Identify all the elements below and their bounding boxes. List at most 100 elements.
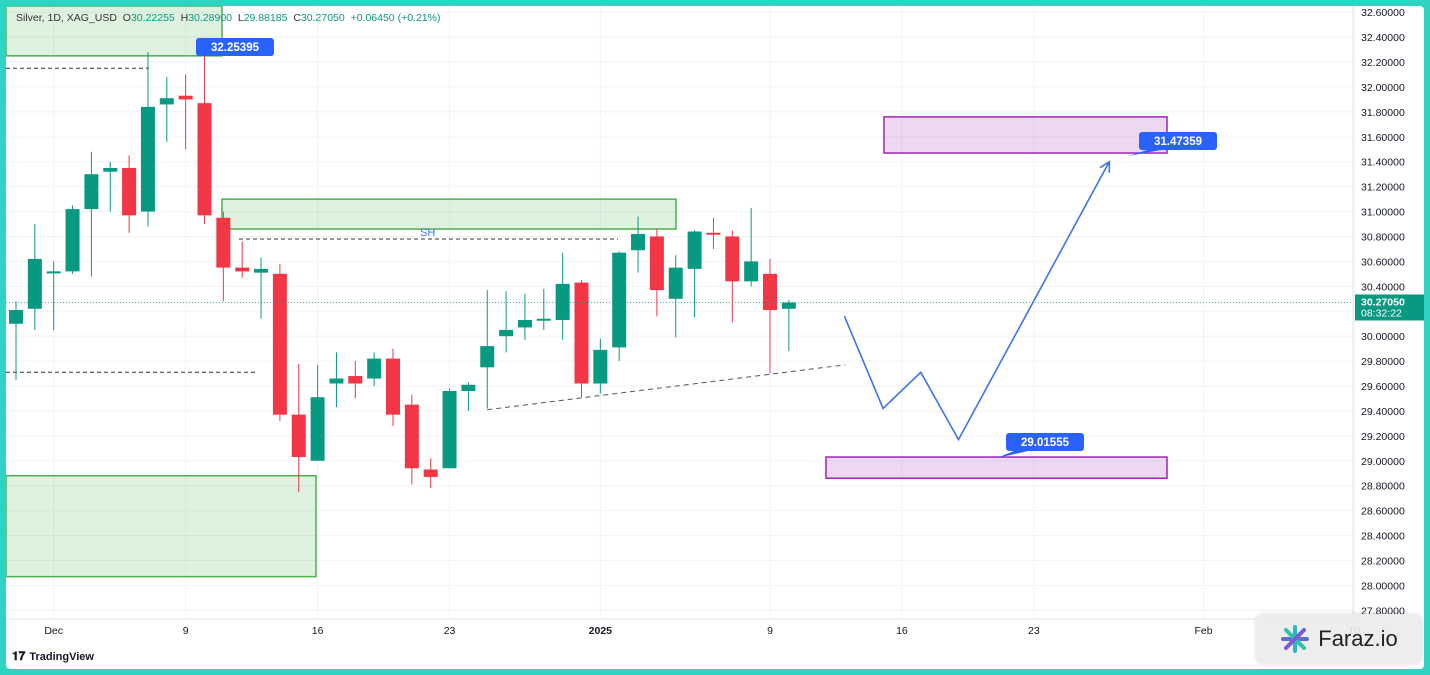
x-tick-label: 16	[312, 625, 324, 637]
tradingview-icon: 𝟏𝟕	[12, 649, 26, 663]
candle-bear	[348, 376, 363, 384]
y-tick-label: 30.40000	[1361, 281, 1405, 293]
y-tick-label: 28.20000	[1361, 555, 1405, 567]
y-tick-label: 30.80000	[1361, 231, 1405, 243]
candle-bull	[612, 252, 627, 348]
candle-bull	[536, 318, 551, 321]
candle-bull	[84, 174, 99, 210]
candle-bull	[781, 302, 796, 309]
x-tick-label: Dec	[44, 625, 63, 637]
candle-bull	[442, 390, 457, 469]
candle-bull	[310, 397, 325, 461]
y-tick-label: 31.20000	[1361, 182, 1405, 194]
chart-header: Silver, 1D, XAG_USD O30.22255 H30.28900 …	[16, 12, 440, 24]
candle-bear	[122, 167, 137, 216]
candle-bull	[555, 283, 570, 320]
x-tick-label: 9	[767, 625, 773, 637]
y-tick-label: 29.00000	[1361, 456, 1405, 468]
y-tick-label: 28.80000	[1361, 481, 1405, 493]
candle-bull	[744, 261, 759, 282]
low-value: 29.88185	[243, 12, 288, 24]
candle-bull	[159, 98, 174, 105]
candle-bull	[461, 384, 476, 391]
candle-bull	[140, 106, 155, 212]
high-value: 30.28900	[188, 12, 232, 24]
callout-label: 32.25395	[211, 42, 260, 54]
y-tick-label: 32.60000	[1361, 7, 1405, 19]
change-value: +0.06450 (+0.21%)	[350, 12, 441, 24]
callout-label: 29.01555	[1021, 437, 1070, 449]
candle-bull	[631, 234, 646, 251]
tradingview-logo[interactable]: 𝟏𝟕 TradingView	[12, 649, 94, 664]
candle-bull	[65, 209, 80, 272]
price-chart[interactable]: SH 32.25395 31.47359 29.01555 32.60000 32.400…	[6, 6, 1424, 669]
candle-bear	[706, 232, 721, 235]
close-value: 30.27050	[300, 12, 345, 24]
callout-box	[196, 38, 274, 56]
y-tick-label: 30.60000	[1361, 256, 1405, 268]
current-price-tag	[1355, 294, 1424, 321]
candle-bull	[668, 267, 683, 299]
callout-label: 31.47359	[1154, 136, 1202, 148]
y-tick-label: 29.20000	[1361, 431, 1405, 443]
watermark-text: Faraz.io	[1318, 626, 1398, 651]
candle-bear	[178, 95, 193, 100]
demand-zone	[6, 474, 317, 578]
candle-bull	[27, 258, 42, 309]
candle-bear	[272, 273, 287, 415]
callout-pointer	[996, 451, 1028, 459]
faraz-logo-icon	[1281, 625, 1310, 653]
callout-box	[1139, 132, 1217, 150]
current-price-value: 30.27050	[1361, 296, 1405, 308]
candle-bull	[517, 319, 532, 328]
candle-bear	[725, 236, 740, 282]
y-tick-label: 30.00000	[1361, 331, 1405, 343]
candle-bull	[480, 346, 495, 368]
x-tick-label: 9	[183, 625, 189, 637]
target-zone	[825, 456, 1168, 479]
open-value: 30.22255	[130, 12, 175, 24]
y-tick-label: 28.00000	[1361, 580, 1405, 592]
candle-bear	[423, 469, 438, 477]
y-tick-label: 32.00000	[1361, 82, 1405, 94]
countdown-timer: 08:32:22	[1361, 307, 1402, 319]
projection-arrowhead	[1099, 160, 1111, 173]
candle-bull	[593, 349, 608, 384]
candle-bull	[499, 329, 514, 337]
target-zone	[883, 116, 1168, 154]
open-label: O	[122, 12, 131, 24]
candle-bear	[197, 103, 212, 216]
candle-bear	[649, 236, 664, 291]
candle-bull	[46, 271, 61, 274]
candle-bull	[329, 378, 344, 384]
y-tick-label: 28.40000	[1361, 531, 1405, 543]
candle-bull	[9, 310, 23, 324]
supply-zone	[6, 6, 223, 57]
candle-bull	[687, 231, 702, 269]
callout-pointer	[1128, 150, 1161, 157]
y-tick-label: 29.40000	[1361, 406, 1405, 418]
trendline	[487, 364, 846, 411]
x-tick-label: 2025	[589, 625, 613, 637]
candle-bear	[216, 217, 231, 268]
x-tick-label: 16	[896, 625, 908, 637]
y-tick-label: 28.60000	[1361, 506, 1405, 518]
candle-bull	[254, 268, 269, 273]
candle-bear	[763, 273, 777, 311]
candle-bull	[367, 358, 382, 379]
candle-bear	[404, 404, 419, 469]
candle-bear	[291, 414, 306, 458]
y-tick-label: 31.00000	[1361, 207, 1405, 219]
low-label: L	[237, 12, 244, 24]
high-label: H	[180, 12, 189, 24]
chart-frame: SH 32.25395 31.47359 29.01555 32.60000 32.400…	[6, 6, 1424, 669]
x-tick-label: Feb	[1195, 625, 1213, 637]
y-tick-label: 29.60000	[1361, 381, 1405, 393]
y-tick-label: 31.60000	[1361, 132, 1405, 144]
sh-label: SH	[420, 227, 435, 239]
x-tick-label: 23	[1028, 625, 1040, 637]
x-tick-label: 23	[444, 625, 456, 637]
y-tick-label: 32.40000	[1361, 32, 1405, 44]
projection-path	[843, 161, 1111, 442]
y-tick-label: 31.80000	[1361, 107, 1405, 119]
